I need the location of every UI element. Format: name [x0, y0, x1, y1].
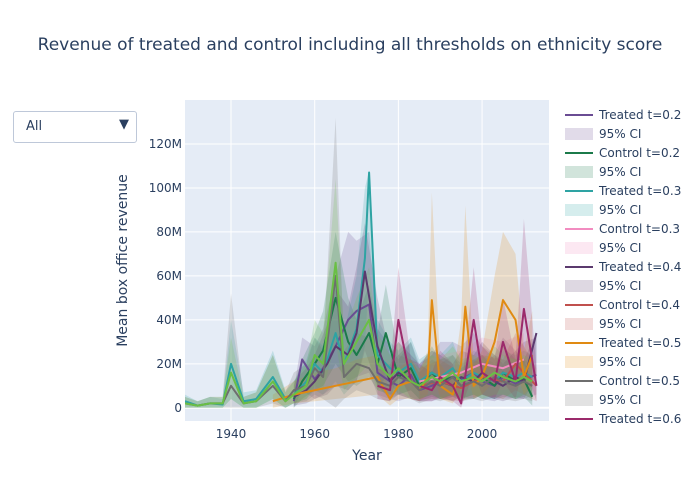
series-lines	[185, 171, 538, 407]
x-axis-label: Year	[351, 448, 382, 464]
series-line-1	[292, 296, 534, 400]
legend-item-series: Treated t=0.5	[598, 336, 681, 350]
legend-swatch-ci	[565, 128, 593, 140]
legend-item-ci: 95% CI	[599, 469, 641, 483]
legend-swatch-ci	[565, 166, 593, 178]
legend-item-ci: 95% CI	[599, 355, 641, 369]
legend-item-series: Treated t=0.3	[598, 184, 681, 198]
legend-swatch-ci	[565, 280, 593, 292]
ci-band-2	[185, 170, 533, 408]
series-line-2	[185, 171, 533, 407]
series-line-8	[377, 307, 538, 405]
legend-item-series: Control t=0.6	[599, 450, 680, 464]
legend-swatch-ci	[565, 242, 593, 254]
ci-band-8	[377, 218, 537, 408]
legend-item-ci: 95% CI	[599, 203, 641, 217]
legend-swatch-ci	[565, 318, 593, 330]
legend-item-ci: 95% CI	[599, 279, 641, 293]
ci-band-0	[293, 231, 537, 408]
chevron-down-icon: ▼	[119, 117, 129, 132]
legend: Treated t=0.2 95% CI Control t=0.2 95% CI Tr…	[565, 108, 681, 483]
legend-item-series: Treated t=0.4	[598, 260, 681, 274]
y-tick-label: 0	[174, 401, 182, 415]
legend-item-series: Control t=0.2	[599, 146, 680, 160]
y-tick-label: 120M	[149, 137, 182, 151]
y-tick-label: 80M	[156, 225, 182, 239]
ci-band-1	[293, 231, 533, 408]
chart-title: Revenue of treated and control including…	[38, 35, 663, 55]
ci-band-9	[185, 179, 533, 408]
ci-band-6	[272, 192, 533, 408]
legend-item-series: Control t=0.5	[599, 374, 680, 388]
x-tick-label: 1960	[299, 427, 330, 441]
series-line-6	[272, 299, 534, 403]
y-tick-label: 20M	[156, 357, 182, 371]
dropdown-selected-value: All	[26, 119, 43, 134]
x-tick-label: 1980	[383, 427, 414, 441]
y-tick-label: 60M	[156, 269, 182, 283]
x-tick-label: 2000	[467, 427, 498, 441]
legend-item-series: Control t=0.4	[599, 298, 680, 312]
legend-item-ci: 95% CI	[599, 165, 641, 179]
legend-item-series: Treated t=0.6	[598, 412, 681, 426]
legend-item-ci: 95% CI	[599, 431, 641, 445]
legend-item-ci: 95% CI	[599, 393, 641, 407]
series-line-9	[185, 261, 533, 407]
y-tick-label: 40M	[156, 313, 182, 327]
x-tick-label: 1940	[216, 427, 247, 441]
legend-item-series: Treated t=0.2	[598, 108, 681, 122]
legend-swatch-ci	[565, 432, 593, 444]
y-tick-label: 100M	[149, 181, 182, 195]
legend-item-ci: 95% CI	[599, 127, 641, 141]
threshold-dropdown[interactable]: All ▼	[13, 111, 137, 143]
legend-swatch-ci	[565, 356, 593, 368]
legend-swatch-ci	[565, 204, 593, 216]
y-axis-label: Mean box office revenue	[115, 174, 131, 347]
legend-swatch-ci	[565, 394, 593, 406]
legend-swatch-ci	[565, 470, 593, 482]
legend-item-ci: 95% CI	[599, 241, 641, 255]
legend-item-series: Control t=0.3	[599, 222, 680, 236]
legend-item-ci: 95% CI	[599, 317, 641, 331]
ci-band-4	[293, 223, 537, 406]
